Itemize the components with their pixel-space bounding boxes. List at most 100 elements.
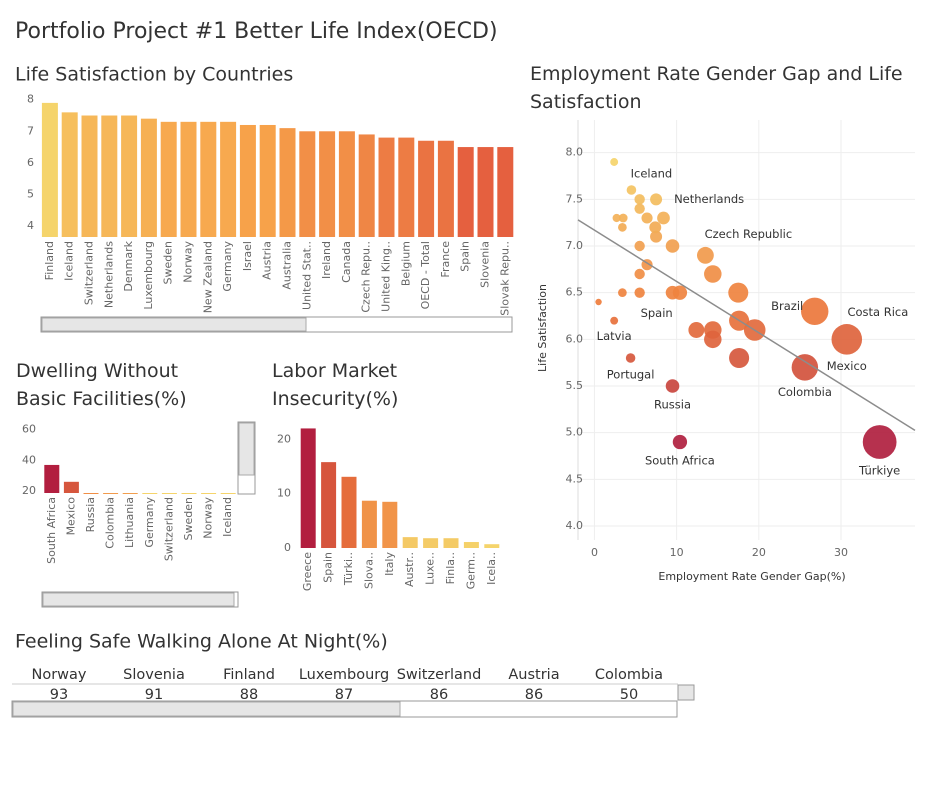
bar [161, 493, 177, 494]
y-tick-label: 60 [22, 423, 36, 436]
point [729, 347, 750, 369]
x-axis-title: Employment Rate Gender Gap(%) [658, 570, 845, 583]
point [649, 221, 662, 234]
cell-value: 91 [145, 687, 163, 703]
y-tick-label: 8.0 [566, 146, 584, 159]
x-tick-label: Austr.. [403, 552, 416, 587]
x-tick-label: Denmark [122, 240, 135, 291]
y-tick-label: 8 [27, 93, 34, 106]
point-label: Mexico [827, 359, 867, 373]
x-tick-label: Germany [221, 241, 234, 292]
bars [44, 464, 236, 494]
x-tick-label: Australia [281, 241, 294, 290]
bar [259, 124, 276, 237]
point [728, 282, 749, 303]
y-tick-label: 5.5 [566, 379, 584, 392]
x-tick-label: Switzerland [83, 241, 96, 305]
bar [423, 538, 439, 548]
y-tick-label: 4 [27, 219, 34, 232]
bar [44, 464, 60, 493]
x-tick-label: Sweden [182, 497, 195, 540]
x-tick-label: Sweden [162, 241, 175, 284]
cell-value: 93 [50, 687, 68, 703]
column-header: Slovenia [123, 667, 185, 683]
bar [160, 121, 177, 237]
bar [220, 121, 237, 237]
bar [358, 134, 375, 237]
x-tick-label: OECD - Total [419, 241, 432, 309]
x-tick-label: Türki.. [342, 552, 355, 586]
x-tick-label: United Stat.. [300, 241, 313, 310]
dashboard-title: Portfolio Project #1 Better Life Index(O… [15, 19, 498, 44]
point [610, 316, 619, 325]
x-tick-label: Iceland [63, 241, 76, 281]
bar [142, 493, 158, 494]
point [657, 211, 670, 225]
x-tick-label: South Africa [45, 497, 58, 564]
y-tick-label: 4.0 [566, 519, 584, 532]
point [595, 298, 602, 306]
point [626, 185, 637, 195]
bar [220, 493, 236, 494]
bar [341, 476, 357, 548]
y-tick-label: 20 [22, 484, 36, 497]
point [610, 158, 619, 166]
x-tick-label: Finla.. [444, 552, 457, 584]
point-label: Portugal [607, 367, 655, 381]
scrollbar-thumb[interactable] [12, 701, 401, 717]
x-tick-label: Israel [241, 241, 254, 271]
point [618, 288, 627, 298]
point-label: Netherlands [674, 192, 744, 206]
chart-title: Employment Rate Gender Gap and Life Sati… [530, 63, 909, 113]
x-tick-label: Spain [322, 552, 335, 583]
point [612, 213, 621, 223]
x-tick-label: France [439, 241, 452, 278]
column-header: Colombia [595, 667, 663, 683]
y-tick-label: 20 [277, 432, 291, 445]
chart-title: Life Satisfaction by Countries [15, 64, 293, 86]
bar [101, 115, 118, 237]
x-tick-label: Netherlands [102, 241, 115, 308]
x-tick-label: Slova.. [362, 552, 375, 589]
scrollbar-button[interactable] [677, 684, 695, 701]
x-tick-label: Luxe.. [424, 552, 437, 585]
bar [378, 137, 395, 237]
point [665, 379, 680, 393]
x-tick-label: Ireland [320, 241, 333, 279]
x-tick-label: Spain [459, 241, 472, 272]
point [704, 330, 722, 349]
point [697, 246, 714, 264]
x-tick-label: Germ.. [464, 552, 477, 589]
point [634, 240, 645, 252]
bar [319, 131, 336, 237]
point [625, 353, 636, 363]
bar [443, 538, 459, 548]
scrollbar-thumb[interactable] [41, 317, 307, 332]
bar [239, 124, 256, 237]
column-header: Luxembourg [299, 667, 389, 683]
x-tick-label: Norway [202, 497, 215, 539]
bar [83, 493, 99, 494]
x-tick-label: Austria [261, 241, 274, 280]
bar [398, 137, 415, 237]
point [791, 354, 819, 381]
x-tick-label: Czech Repu.. [360, 241, 373, 313]
point [801, 297, 829, 326]
x-tick-label: 30 [834, 546, 848, 559]
bar [321, 462, 337, 548]
point [831, 324, 863, 355]
cell-value: 88 [240, 687, 258, 703]
x-tick-label: Lithuania [123, 497, 136, 548]
bar [63, 481, 79, 493]
point-label: Iceland [631, 167, 673, 181]
bar [457, 147, 474, 237]
x-tick-label: Canada [340, 241, 353, 283]
x-tick-label: Finland [43, 241, 56, 280]
chart-title: Dwelling Without Basic Facilities(%) [16, 360, 187, 410]
scrollbar-thumb[interactable] [238, 422, 255, 476]
cell-value: 86 [525, 687, 543, 703]
x-tick-label: Icela.. [485, 552, 498, 585]
y-tick-label: 4.5 [566, 472, 584, 485]
scrollbar-thumb[interactable] [42, 592, 235, 607]
x-tick-label: Switzerland [162, 497, 175, 561]
